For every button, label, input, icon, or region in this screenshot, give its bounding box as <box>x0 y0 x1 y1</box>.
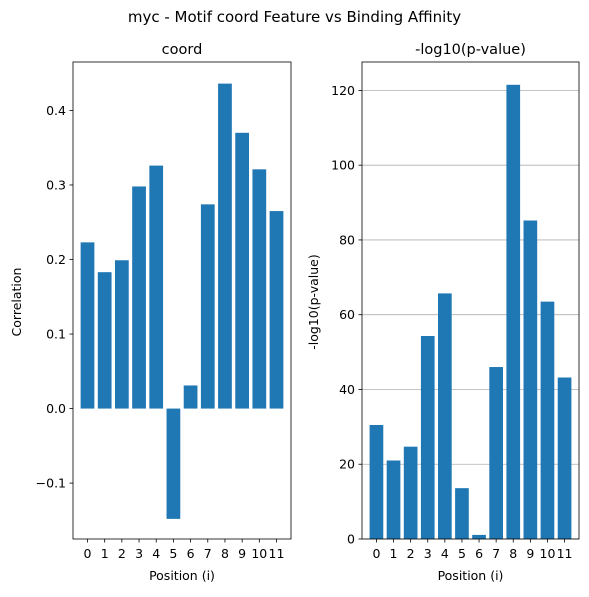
bar-3 <box>420 336 435 539</box>
bar-0 <box>369 424 384 539</box>
x-tick-label: 2 <box>118 546 126 561</box>
bar-5 <box>166 408 181 519</box>
figure-suptitle: myc - Motif coord Feature vs Binding Aff… <box>128 8 461 26</box>
x-tick-label: 4 <box>152 546 160 561</box>
x-tick-label: 9 <box>526 546 534 561</box>
bar-1 <box>386 460 401 539</box>
bar-8 <box>218 83 232 409</box>
axes-frame <box>361 61 580 540</box>
x-tick-label: 5 <box>169 546 177 561</box>
x-axis-label: Position (i) <box>149 568 215 583</box>
y-tick-label: 0 <box>347 532 355 547</box>
axes-frame <box>72 61 292 540</box>
x-tick-label: 10 <box>540 546 556 561</box>
bar-11 <box>557 377 572 539</box>
bar-7 <box>489 367 503 539</box>
x-tick-label: 9 <box>238 546 246 561</box>
chart-panel-correlation: −0.1 0.0 0.1 0.2 0.3 0.4 0 1 2 3 4 5 6 7 8 9 10 11 coord… <box>9 42 292 583</box>
x-tick-label: 7 <box>204 546 212 561</box>
y-tick-label: 0.0 <box>46 401 66 416</box>
bar-10 <box>540 301 555 539</box>
x-tick-label: 0 <box>372 546 380 561</box>
bar-5 <box>455 488 469 539</box>
x-tick-label: 5 <box>458 546 466 561</box>
y-tick-label: 0.1 <box>46 327 66 342</box>
x-tick-label: 3 <box>424 546 432 561</box>
bar-6 <box>183 385 198 409</box>
y-axis-label: Correlation <box>9 268 24 337</box>
y-tick-label: 0.3 <box>46 177 66 192</box>
y-tick-label: 60 <box>339 307 355 322</box>
bar-4 <box>149 165 164 409</box>
x-tick-label: 1 <box>390 546 398 561</box>
x-tick-label: 10 <box>251 546 267 561</box>
y-tick-label: −0.1 <box>36 476 66 491</box>
bar-4 <box>438 293 452 539</box>
bar-3 <box>132 186 146 409</box>
bar-9 <box>235 132 250 409</box>
x-axis-label: Position (i) <box>438 568 504 583</box>
bar-0 <box>80 242 95 409</box>
x-tick-label: 0 <box>84 546 92 561</box>
y-tick-label: 120 <box>331 83 355 98</box>
bar-11 <box>269 211 284 409</box>
x-tick-label: 11 <box>269 546 285 561</box>
chart-title: coord <box>162 42 203 58</box>
x-tick-label: 1 <box>101 546 109 561</box>
y-axis-label: -log10(p-value) <box>306 254 321 349</box>
x-tick-label: 8 <box>221 546 229 561</box>
x-tick-label: 3 <box>135 546 143 561</box>
x-tick-label: 4 <box>441 546 449 561</box>
x-tick-label: 7 <box>492 546 500 561</box>
x-tick-label: 8 <box>509 546 517 561</box>
y-tick-label: 80 <box>339 232 355 247</box>
x-tick-label: 2 <box>407 546 415 561</box>
x-tick-label: 11 <box>557 546 573 561</box>
y-tick-label: 0.4 <box>46 103 66 118</box>
bar-2 <box>114 260 129 409</box>
chart-title: -log10(p-value) <box>415 42 526 58</box>
y-tick-label: 20 <box>339 457 355 472</box>
bar-9 <box>523 220 538 539</box>
bar-10 <box>252 169 267 409</box>
x-tick-label: 6 <box>187 546 195 561</box>
y-tick-label: 40 <box>339 382 355 397</box>
bar-1 <box>97 272 112 409</box>
x-tick-label: 6 <box>475 546 483 561</box>
bar-7 <box>200 204 215 409</box>
bar-6 <box>472 534 486 539</box>
y-tick-label: 100 <box>331 158 355 173</box>
bar-8 <box>506 84 521 540</box>
y-tick-label: 0.2 <box>46 252 66 267</box>
bar-2 <box>403 446 418 539</box>
